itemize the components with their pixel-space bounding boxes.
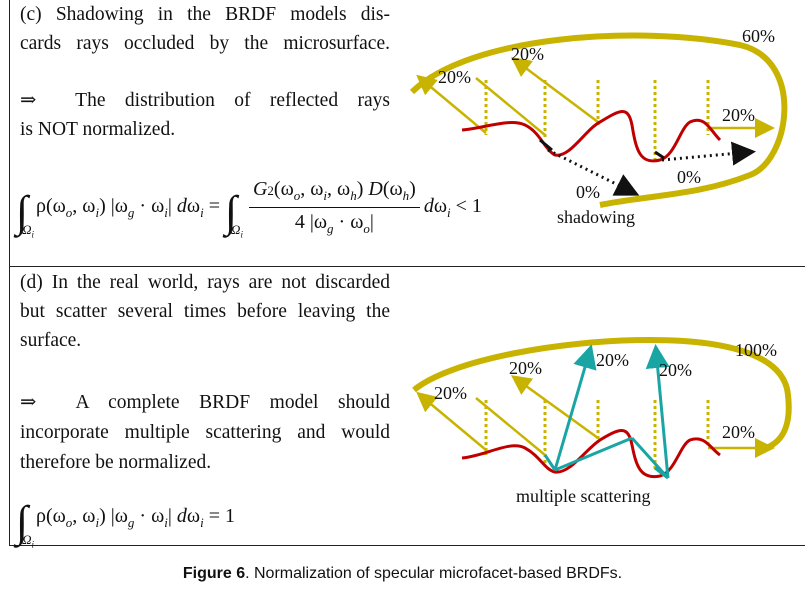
panel-c-line1: (c) Shadowing in the BRDF models dis- <box>20 4 390 25</box>
label-c-top-right: 60% <box>742 26 775 46</box>
occluded-ray-c-short2 <box>654 150 665 160</box>
panel-d-line3: surface. <box>20 330 82 351</box>
panel-d-real-world <box>9 266 805 546</box>
label-d-top-right: 100% <box>735 340 777 360</box>
label-d-right: 20% <box>722 422 755 442</box>
scatter-ray-d5 <box>645 344 670 479</box>
panel-c-line2: cards rays occluded by the microsurface. <box>20 33 390 54</box>
occluded-ray-c-short1 <box>539 138 553 152</box>
scatter-ray-d6 <box>630 436 670 480</box>
panel-d-line4: ⇒ A complete BRDF model should <box>20 388 390 418</box>
implies-symbol: ⇒ <box>20 90 37 111</box>
label-c-shadowing: shadowing <box>557 207 635 227</box>
scatter-ray-d1 <box>543 454 557 471</box>
lobe-d <box>412 336 792 453</box>
label-c-mid: 20% <box>511 44 544 64</box>
equation-d: ∫Ωiρ(ωo, ωi) |ωg · ωi| dωi = 1 <box>16 497 235 550</box>
panel-d-line2: but scatter several times before leaving… <box>20 301 390 322</box>
scatter-ray-d2 <box>553 344 597 471</box>
panel-d-line1: (d) In the real world, rays are not disc… <box>20 272 390 293</box>
ray-c-incoming <box>475 77 546 136</box>
label-d-mid: 20% <box>509 358 542 378</box>
panel-c-line3-text: The distribution of reflected rays <box>75 90 390 111</box>
label-d-left: 20% <box>434 383 467 403</box>
panel-c-line3: ⇒ The distribution of reflected rays <box>20 86 390 116</box>
panel-c-shadowing <box>9 0 805 267</box>
label-d-up2: 20% <box>659 360 692 380</box>
equation-c-result: < 1 <box>455 195 482 218</box>
label-c-zero-a: 0% <box>576 182 600 202</box>
label-c-zero-b: 0% <box>677 167 701 187</box>
caption-text: . Normalization of specular microfacet-b… <box>245 565 623 582</box>
ray-d-incoming <box>475 397 546 456</box>
label-c-left: 20% <box>438 67 471 87</box>
panel-d-line5: incorporate multiple scattering and woul… <box>20 422 390 443</box>
label-d-up1: 20% <box>596 350 629 370</box>
equation-d-result: = 1 <box>208 505 235 527</box>
ray-c-left <box>416 74 487 134</box>
occluded-ray-c2 <box>661 141 756 166</box>
ray-d-left <box>416 391 487 451</box>
panel-c-line4: is NOT normalized. <box>20 119 176 140</box>
panel-d-line4-text: A complete BRDF model should <box>75 392 390 413</box>
figure-caption: Figure 6. Normalization of specular micr… <box>0 565 805 583</box>
label-d-multiple: multiple scattering <box>516 486 650 506</box>
panel-d-line6: therefore be normalized. <box>20 452 212 473</box>
implies-symbol-d: ⇒ <box>20 392 37 413</box>
ray-c-mid <box>510 57 599 124</box>
microsurface-d <box>461 429 721 479</box>
label-c-right: 20% <box>722 105 755 125</box>
microsurface-c <box>461 110 722 163</box>
equation-c: ∫Ωiρ(ωo, ωi) |ωg · ωi| dωi = ∫Ωi G2(ωo, ω… <box>16 178 482 240</box>
caption-label: Figure 6 <box>182 565 246 582</box>
scatter-ray-d3 <box>554 436 633 472</box>
ray-d-mid <box>510 375 599 440</box>
occluded-ray-c1 <box>547 148 640 196</box>
lobe-c <box>409 32 788 208</box>
